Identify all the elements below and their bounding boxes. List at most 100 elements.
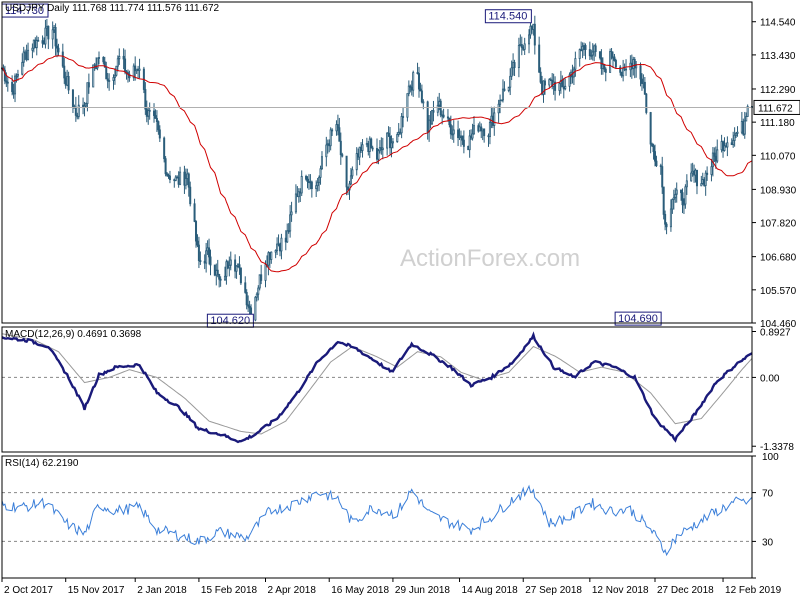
- candle-body: [77, 104, 80, 118]
- candle-body: [588, 49, 591, 57]
- candle-body: [381, 147, 384, 151]
- candle-body: [407, 85, 410, 95]
- candle-body: [548, 79, 551, 86]
- candle-body: [15, 75, 18, 78]
- candle-body: [726, 142, 729, 148]
- candle-body: [347, 186, 350, 191]
- rsi-line: [1, 484, 753, 557]
- candle-body: [613, 56, 616, 61]
- candle-body: [21, 61, 24, 75]
- candle-body: [467, 145, 470, 151]
- candle-body: [380, 147, 383, 151]
- candle-body: [225, 261, 228, 277]
- candle-body: [730, 142, 733, 146]
- candle-body: [710, 166, 713, 175]
- candle-body: [652, 145, 655, 152]
- candle-body: [103, 61, 106, 68]
- candle-body: [278, 244, 281, 252]
- candle-body: [497, 103, 500, 114]
- candle-body: [716, 149, 719, 162]
- macd-line: [1, 331, 753, 444]
- candle-body: [378, 147, 381, 152]
- candle-body: [280, 237, 283, 252]
- candle-body: [305, 175, 308, 180]
- candle-body: [568, 74, 571, 87]
- candle-body: [216, 269, 219, 275]
- candle-body: [47, 25, 50, 40]
- candle-body: [623, 68, 626, 71]
- candle-body: [108, 80, 111, 82]
- candle-body: [128, 73, 131, 79]
- candle-body: [701, 179, 704, 185]
- candle-body: [431, 110, 434, 125]
- candle-body: [519, 44, 522, 46]
- candle-body: [155, 117, 158, 123]
- candle-body: [12, 91, 15, 95]
- candle-body: [113, 74, 116, 78]
- candle-body: [328, 143, 331, 147]
- x-tick-label: 27 Dec 2018: [657, 585, 714, 596]
- candle-body: [723, 145, 726, 151]
- candle-body: [468, 135, 471, 151]
- candle-body: [601, 64, 604, 69]
- candle-body: [286, 230, 289, 243]
- candle-body: [470, 135, 473, 139]
- candle-body: [402, 116, 405, 118]
- candle-body: [137, 68, 140, 71]
- candle-body: [277, 243, 280, 246]
- candle-body: [196, 240, 199, 246]
- candle-body: [309, 181, 312, 184]
- candle-body: [284, 237, 287, 243]
- candle-body: [522, 47, 525, 50]
- candle-body: [5, 80, 8, 83]
- candle-body: [134, 65, 137, 72]
- candle-body: [44, 27, 47, 45]
- candle-body: [365, 143, 368, 146]
- macd-tick-label: 0.8927: [760, 327, 791, 338]
- candle-body: [501, 88, 504, 101]
- candle-body: [603, 64, 606, 70]
- candle-body: [218, 274, 221, 280]
- candle-body: [247, 304, 250, 307]
- candle-body: [422, 101, 425, 104]
- candle-body: [223, 275, 226, 281]
- candle-body: [564, 85, 567, 90]
- candle-body: [367, 143, 370, 152]
- candle-body: [639, 65, 642, 80]
- candle-body: [593, 45, 596, 53]
- candle-body: [25, 51, 28, 60]
- candle-body: [446, 116, 449, 119]
- candle-body: [264, 264, 267, 281]
- candle-body: [561, 79, 564, 88]
- candle-body: [510, 67, 513, 77]
- candle-body: [183, 171, 186, 186]
- candle-body: [682, 203, 685, 206]
- price-tick-label: 104.460: [760, 319, 797, 330]
- candle-body: [306, 178, 309, 182]
- candle-body: [622, 68, 625, 77]
- candle-body: [499, 100, 502, 105]
- candle-body: [659, 165, 662, 168]
- candle-body: [736, 131, 739, 134]
- x-tick-label: 15 Feb 2018: [201, 585, 258, 596]
- candle-body: [336, 124, 339, 129]
- candle-body: [583, 45, 586, 47]
- candle-body: [532, 23, 535, 30]
- candle-body: [31, 47, 34, 51]
- candle-body: [645, 93, 648, 113]
- candle-body: [732, 140, 735, 146]
- candle-body: [459, 135, 462, 138]
- x-tick-label: 12 Feb 2019: [725, 585, 782, 596]
- candle-body: [274, 250, 277, 253]
- candle-body: [742, 121, 745, 135]
- rsi-tick-label: 100: [762, 452, 779, 463]
- candle-body: [706, 172, 709, 175]
- candle-body: [34, 39, 37, 49]
- candle-body: [339, 140, 342, 156]
- candle-body: [219, 278, 222, 281]
- candle-body: [335, 124, 338, 132]
- candle-body: [426, 101, 429, 133]
- candle-body: [533, 23, 536, 46]
- candle-body: [206, 247, 209, 252]
- candle-body: [724, 145, 727, 148]
